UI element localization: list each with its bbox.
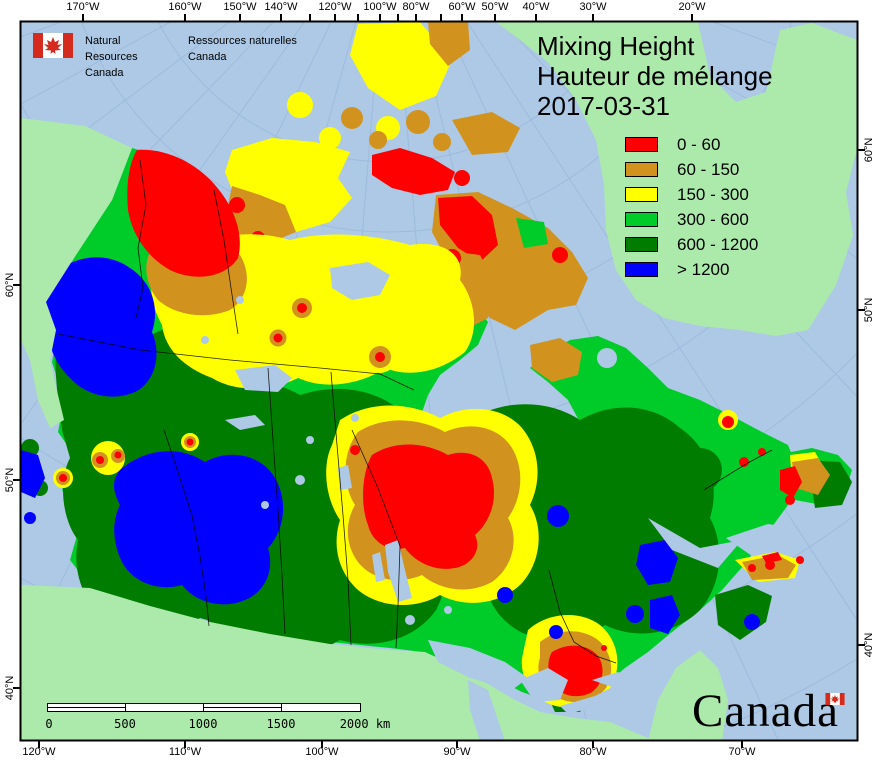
legend: 0 - 60 60 - 150 150 - 300 300 - 600 600 … [625, 132, 758, 282]
latitude-label: 50°N [863, 297, 875, 323]
longitude-label: 80°W [402, 1, 430, 13]
canada-landmass [21, 22, 852, 712]
scale-label: 500 [114, 717, 136, 731]
legend-item: 600 - 1200 [625, 232, 758, 257]
longitude-label: 120°W [318, 1, 352, 13]
map-title: Mixing Height Hauteur de mélange 2017-03… [537, 31, 773, 121]
legend-item: 300 - 600 [625, 207, 758, 232]
scale-segment [125, 703, 204, 712]
title-line-en: Mixing Height [537, 31, 695, 61]
canada-flag-icon [33, 33, 73, 58]
nrcan-signature: Natural Resources Canada Ressources natu… [33, 33, 297, 81]
legend-item: 0 - 60 [625, 132, 758, 157]
scale-segment [203, 703, 282, 712]
scale-label: 2000 km [339, 717, 391, 731]
latitude-label: 40°N [4, 675, 16, 701]
legend-item: > 1200 [625, 257, 758, 282]
latitude-label: 60°N [863, 137, 875, 163]
graticule-ticks [13, 14, 865, 748]
foreign-land [21, 22, 857, 740]
legend-item: 150 - 300 [625, 182, 758, 207]
canada-wordmark: Canada [692, 684, 845, 738]
scale-label: 1500 [266, 717, 296, 731]
legend-swatch [625, 187, 658, 202]
legend-item: 60 - 150 [625, 157, 758, 182]
longitude-label: 40°W [522, 1, 550, 13]
longitude-label: 100°W [363, 1, 397, 13]
longitude-label: 80°W [579, 746, 607, 758]
legend-swatch [625, 212, 658, 227]
signature-english: Natural Resources Canada [85, 35, 138, 79]
scale-segment [47, 703, 126, 712]
longitude-label: 90°W [443, 746, 471, 758]
legend-swatch [625, 137, 658, 152]
longitude-label: 100°W [305, 746, 339, 758]
latitude-label: 50°N [4, 467, 16, 493]
legend-swatch [625, 237, 658, 252]
province-borders [57, 159, 773, 664]
longitude-label: 150°W [223, 1, 257, 13]
longitude-label: 70°W [728, 746, 756, 758]
longitude-label: 110°W [168, 746, 202, 758]
latitude-label: 40°N [863, 632, 875, 658]
longitude-label: 140°W [264, 1, 298, 13]
title-line-fr: Hauteur de mélange [537, 61, 773, 91]
longitude-label: 50°W [481, 1, 509, 13]
longitude-label: 120°W [22, 746, 56, 758]
longitude-label: 60°W [448, 1, 476, 13]
longitude-label: 160°W [168, 1, 202, 13]
map-frame [19, 20, 859, 742]
longitude-label: 170°W [66, 1, 100, 13]
scale-label: 1000 [188, 717, 218, 731]
title-date: 2017-03-31 [537, 91, 670, 121]
longitude-label: 30°W [579, 1, 607, 13]
scale-label: 0 [45, 717, 53, 731]
signature-french: Ressources naturelles Canada [188, 35, 297, 63]
legend-swatch [625, 262, 658, 277]
legend-swatch [625, 162, 658, 177]
lakes [201, 262, 795, 740]
scale-segment [281, 703, 361, 712]
canada-flag-icon [825, 693, 845, 705]
scale-bar: 0 500 1000 1500 2000 km [45, 703, 390, 733]
latitude-label: 60°N [4, 272, 16, 298]
longitude-label: 20°W [678, 1, 706, 13]
